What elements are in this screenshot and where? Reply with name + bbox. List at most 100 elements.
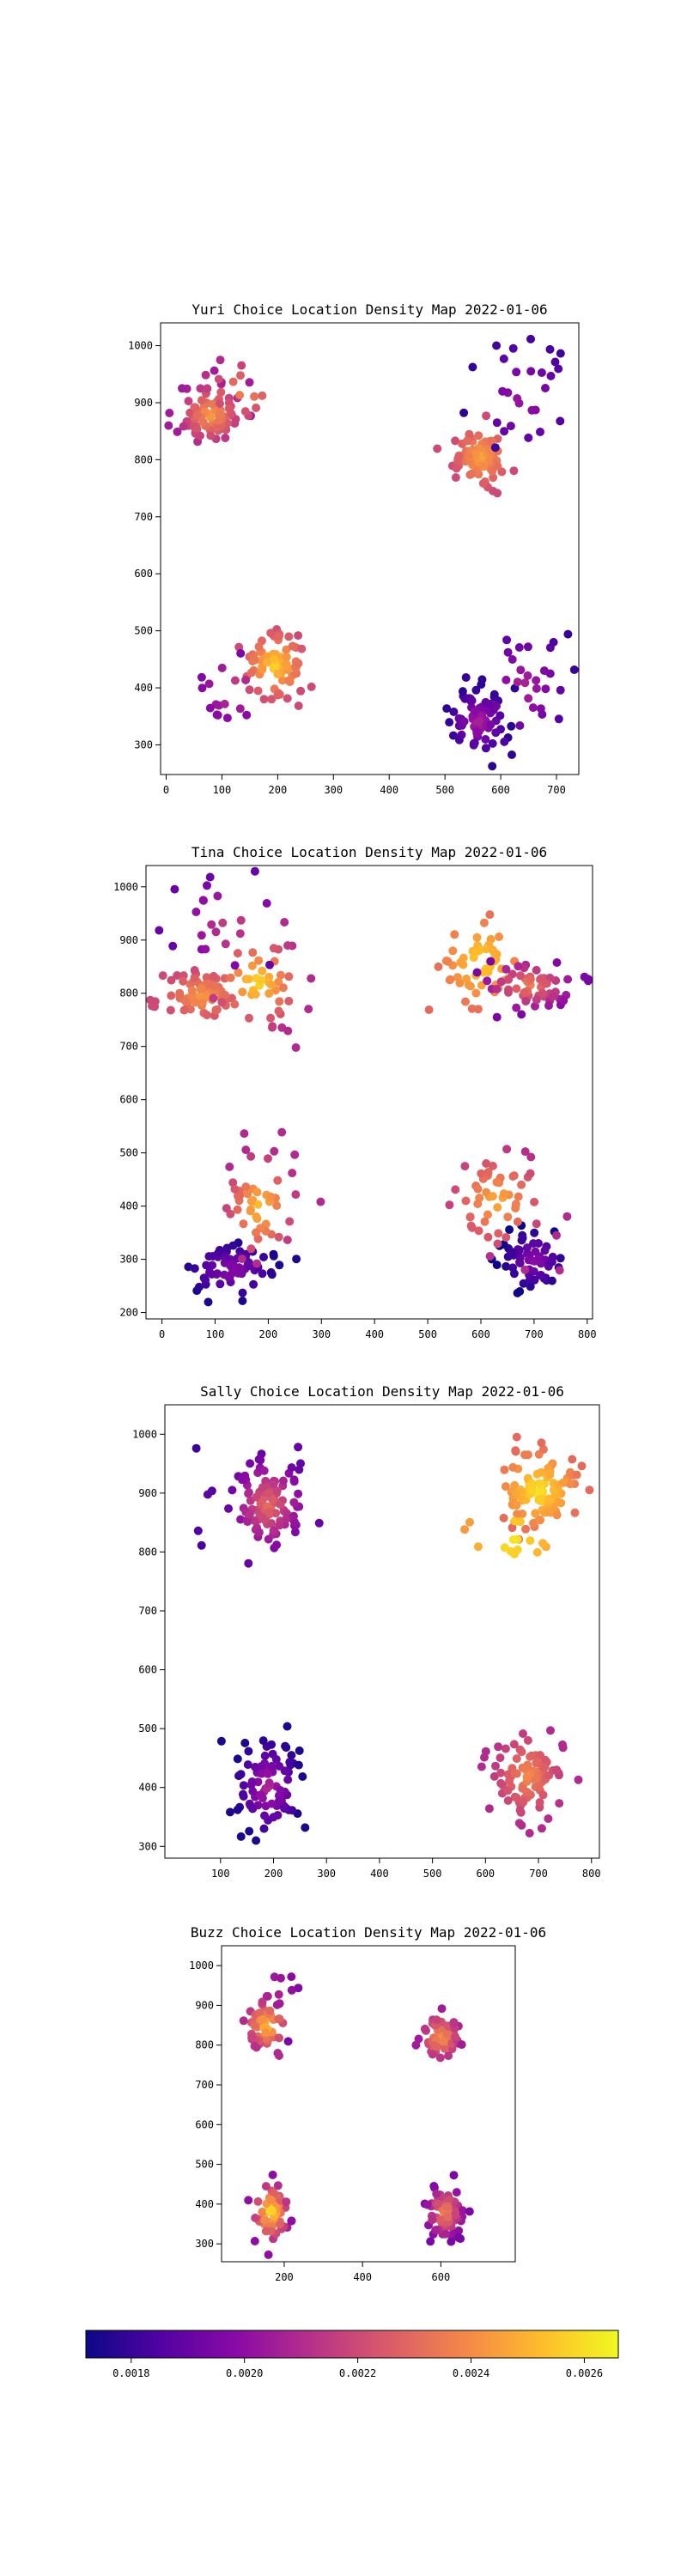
scatter-point bbox=[454, 735, 464, 744]
scatter-point bbox=[211, 1005, 221, 1015]
scatter-point bbox=[463, 436, 471, 446]
scatter-point bbox=[486, 720, 495, 729]
scatter-point bbox=[280, 1766, 289, 1776]
y-tick-label: 800 bbox=[134, 453, 153, 465]
scatter-point bbox=[483, 1232, 493, 1242]
scatter-point bbox=[537, 1438, 546, 1448]
scatter-point bbox=[529, 1239, 538, 1249]
scatter-point bbox=[250, 866, 259, 876]
scatter-point bbox=[548, 1252, 557, 1261]
y-tick-label: 400 bbox=[138, 1782, 157, 1794]
scatter-point bbox=[472, 933, 482, 942]
scatter-point bbox=[544, 1814, 553, 1823]
scatter-point bbox=[441, 2229, 450, 2239]
scatter-point bbox=[251, 990, 260, 999]
scatter-point bbox=[512, 1754, 521, 1764]
scatter-point bbox=[523, 1450, 532, 1460]
scatter-point bbox=[246, 1459, 255, 1468]
scatter-point bbox=[473, 1200, 483, 1208]
scatter-point bbox=[526, 334, 535, 343]
scatter-point bbox=[493, 462, 502, 471]
x-tick-label: 700 bbox=[525, 1328, 544, 1340]
scatter-point bbox=[473, 1184, 483, 1194]
scatter-point bbox=[511, 1447, 520, 1456]
scatter-point bbox=[267, 695, 277, 704]
scatter-point bbox=[508, 655, 517, 664]
scatter-point bbox=[235, 929, 245, 939]
scatter-point bbox=[198, 417, 208, 427]
scatter-point bbox=[508, 750, 516, 759]
scatter-point bbox=[262, 899, 271, 908]
scatter-point bbox=[272, 1201, 282, 1211]
scatter-point bbox=[268, 2170, 277, 2179]
scatter-point bbox=[483, 1168, 493, 1176]
scatter-point bbox=[208, 1261, 217, 1270]
scatter-point bbox=[265, 960, 274, 969]
scatter-point bbox=[201, 945, 210, 954]
scatter-point bbox=[453, 2233, 463, 2242]
scatter-point bbox=[285, 1758, 295, 1767]
scatter-point bbox=[280, 918, 289, 927]
scatter-point bbox=[228, 1178, 238, 1188]
scatter-point bbox=[241, 1145, 251, 1155]
y-tick-label: 900 bbox=[138, 1487, 157, 1499]
scatter-point bbox=[192, 410, 202, 420]
scatter-point bbox=[216, 355, 225, 365]
chart-title: Buzz Choice Location Density Map 2022-01… bbox=[191, 1924, 546, 1941]
scatter-point bbox=[192, 908, 201, 916]
scatter-point bbox=[209, 993, 218, 1003]
scatter-point bbox=[244, 975, 253, 984]
scatter-point bbox=[577, 1461, 587, 1471]
scatter-point bbox=[245, 378, 254, 387]
scatter-point bbox=[527, 1481, 537, 1491]
scatter-point bbox=[520, 987, 529, 997]
scatter-point bbox=[534, 1255, 544, 1264]
scatter-point bbox=[259, 1466, 269, 1475]
scatter-point bbox=[273, 2181, 283, 2190]
scatter-point bbox=[535, 1487, 544, 1497]
scatter-point bbox=[261, 2227, 271, 2236]
scatter-point bbox=[482, 1188, 491, 1197]
scatter-point bbox=[445, 718, 454, 727]
scatter-point bbox=[294, 702, 303, 710]
scatter-point bbox=[552, 1765, 562, 1775]
scatter-point bbox=[266, 1013, 276, 1023]
scatter-point bbox=[217, 663, 227, 672]
x-tick-label: 500 bbox=[435, 784, 454, 796]
scatter-point bbox=[519, 1729, 527, 1738]
scatter-point bbox=[503, 1796, 513, 1805]
chart-title: Tina Choice Location Density Map 2022-01… bbox=[192, 844, 547, 860]
scatter-point bbox=[503, 1770, 513, 1779]
scatter-point bbox=[499, 1189, 508, 1199]
scatter-point bbox=[197, 672, 206, 682]
scatter-point bbox=[252, 404, 261, 412]
y-tick-label: 1000 bbox=[132, 1428, 157, 1440]
scatter-point bbox=[520, 1147, 530, 1157]
scatter-point bbox=[203, 1490, 212, 1499]
scatter-point bbox=[524, 433, 533, 442]
scatter-point bbox=[517, 1010, 526, 1019]
scatter-point bbox=[532, 676, 541, 685]
scatter-point bbox=[276, 2220, 284, 2229]
scatter-point bbox=[527, 1751, 536, 1760]
scatter-point bbox=[285, 1217, 295, 1226]
scatter-point bbox=[250, 2237, 259, 2245]
scatter-point bbox=[537, 1271, 545, 1279]
scatter-point bbox=[247, 2032, 257, 2042]
scatter-point bbox=[439, 2037, 448, 2046]
x-tick-label: 200 bbox=[269, 784, 288, 796]
scatter-point bbox=[574, 1775, 583, 1784]
scatter-point bbox=[206, 431, 216, 440]
scatter-point bbox=[179, 422, 188, 431]
scatter-point bbox=[170, 884, 179, 894]
scatter-point bbox=[261, 2028, 271, 2038]
scatter-point bbox=[500, 737, 509, 746]
scatter-point bbox=[226, 1261, 234, 1270]
scatter-point bbox=[504, 975, 514, 984]
scatter-point bbox=[198, 683, 207, 693]
scatter-point bbox=[492, 1012, 502, 1022]
scatter-point bbox=[488, 466, 497, 476]
scatter-point bbox=[203, 1011, 211, 1020]
scatter-point bbox=[512, 1489, 521, 1498]
